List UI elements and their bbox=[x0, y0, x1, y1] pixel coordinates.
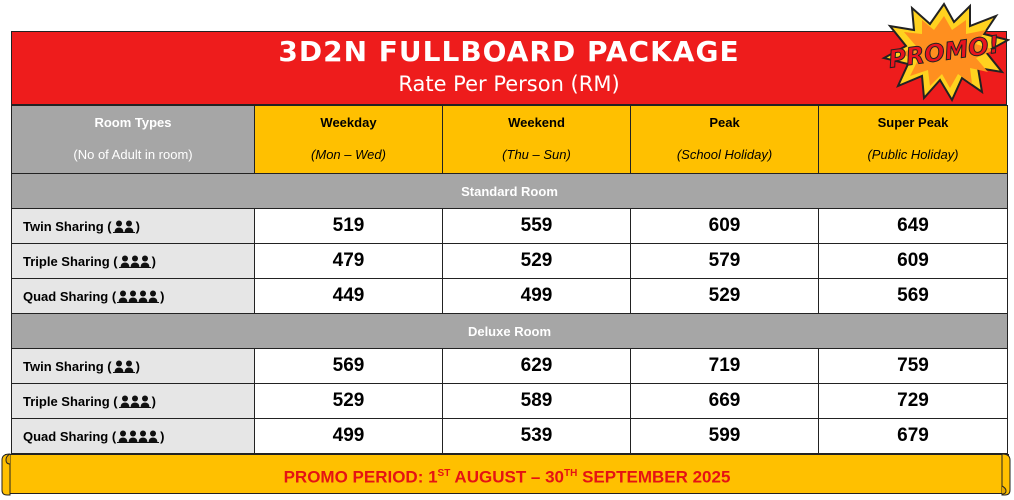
room-type-close: ) bbox=[135, 358, 140, 374]
rate-peak: 579 bbox=[630, 243, 819, 279]
room-type-label: Quad Sharing ( bbox=[23, 288, 117, 304]
rate-super-peak: 759 bbox=[818, 348, 1008, 384]
room-type-cell: Twin Sharing () bbox=[11, 348, 255, 384]
room-type-label: Twin Sharing ( bbox=[23, 218, 112, 234]
room-type-close: ) bbox=[151, 253, 156, 269]
room-type-label: Triple Sharing ( bbox=[23, 393, 118, 409]
rate-weekday: 499 bbox=[254, 418, 443, 454]
header-super-peak-title: Super Peak bbox=[877, 115, 949, 130]
rate-weekday: 529 bbox=[254, 383, 443, 419]
header-peak-sub: (School Holiday) bbox=[676, 147, 773, 162]
promo-period-suffix: SEPTEMBER 2025 bbox=[577, 467, 731, 487]
room-type-cell: Quad Sharing () bbox=[11, 418, 255, 454]
person-silhouette-icon bbox=[112, 220, 135, 233]
rate-weekend: 629 bbox=[442, 348, 631, 384]
table-row: Twin Sharing () 519 559 609 649 bbox=[11, 208, 1008, 244]
person-silhouette-icon bbox=[112, 360, 135, 373]
promo-burst-icon: PROMO! bbox=[881, 2, 1010, 103]
header-weekday-sub: (Mon – Wed) bbox=[311, 147, 386, 162]
section-title: Deluxe Room bbox=[11, 313, 1008, 349]
promo-period-sup-st: ST bbox=[437, 468, 451, 479]
room-type-close: ) bbox=[135, 218, 140, 234]
room-type-close: ) bbox=[151, 393, 156, 409]
room-type-close: ) bbox=[160, 428, 165, 444]
header-room-types-title: Room Types bbox=[94, 115, 172, 130]
rate-super-peak: 649 bbox=[818, 208, 1008, 244]
table-row: Triple Sharing () 479 529 579 609 bbox=[11, 243, 1008, 279]
rate-super-peak: 729 bbox=[818, 383, 1008, 419]
room-type-cell: Quad Sharing () bbox=[11, 278, 255, 314]
header-weekend-sub: (Thu – Sun) bbox=[502, 147, 571, 162]
rate-table: Room Types (No of Adult in room) Weekday… bbox=[11, 105, 1008, 454]
person-silhouette-icon bbox=[117, 430, 160, 443]
room-type-cell: Triple Sharing () bbox=[11, 383, 255, 419]
rate-weekday: 449 bbox=[254, 278, 443, 314]
rate-weekend: 559 bbox=[442, 208, 631, 244]
header-room-types: Room Types (No of Adult in room) bbox=[11, 105, 255, 174]
rate-peak: 599 bbox=[630, 418, 819, 454]
header-weekday: Weekday (Mon – Wed) bbox=[254, 105, 443, 174]
rate-subtitle: Rate Per Person (RM) bbox=[398, 72, 620, 96]
table-row: Quad Sharing () 449 499 529 569 bbox=[11, 278, 1008, 314]
promo-period-prefix: PROMO PERIOD: 1 bbox=[283, 467, 438, 487]
rate-weekday: 519 bbox=[254, 208, 443, 244]
promo-period-sup-th: TH bbox=[564, 468, 578, 479]
rate-weekend: 539 bbox=[442, 418, 631, 454]
package-title: 3D2N FULLBOARD PACKAGE bbox=[278, 35, 740, 68]
title-banner: 3D2N FULLBOARD PACKAGE Rate Per Person (… bbox=[11, 31, 1007, 105]
room-type-close: ) bbox=[160, 288, 165, 304]
promo-period-bar: PROMO PERIOD: 1ST AUGUST – 30TH SEPTEMBE… bbox=[5, 454, 1009, 494]
rate-peak: 719 bbox=[630, 348, 819, 384]
rate-super-peak: 609 bbox=[818, 243, 1008, 279]
rate-peak: 529 bbox=[630, 278, 819, 314]
table-row: Twin Sharing () 569 629 719 759 bbox=[11, 348, 1008, 384]
section-title: Standard Room bbox=[11, 173, 1008, 209]
header-peak: Peak (School Holiday) bbox=[630, 105, 819, 174]
room-type-label: Twin Sharing ( bbox=[23, 358, 112, 374]
room-type-label: Triple Sharing ( bbox=[23, 253, 118, 269]
table-row: Quad Sharing () 499 539 599 679 bbox=[11, 418, 1008, 454]
header-room-types-sub: (No of Adult in room) bbox=[73, 147, 193, 162]
scroll-curl-left-icon bbox=[1, 453, 11, 496]
rate-weekday: 479 bbox=[254, 243, 443, 279]
rate-peak: 669 bbox=[630, 383, 819, 419]
header-super-peak: Super Peak (Public Holiday) bbox=[818, 105, 1008, 174]
section-row: Standard Room bbox=[11, 173, 1008, 209]
table-row: Triple Sharing () 529 589 669 729 bbox=[11, 383, 1008, 419]
header-super-peak-sub: (Public Holiday) bbox=[867, 147, 959, 162]
room-type-cell: Twin Sharing () bbox=[11, 208, 255, 244]
scroll-curl-right-icon bbox=[1001, 453, 1011, 496]
person-silhouette-icon bbox=[117, 290, 160, 303]
rate-weekend: 529 bbox=[442, 243, 631, 279]
room-type-label: Quad Sharing ( bbox=[23, 428, 117, 444]
header-row: Room Types (No of Adult in room) Weekday… bbox=[11, 105, 1008, 174]
rate-weekend: 499 bbox=[442, 278, 631, 314]
rate-super-peak: 679 bbox=[818, 418, 1008, 454]
header-weekend-title: Weekend bbox=[508, 115, 565, 130]
rate-weekend: 589 bbox=[442, 383, 631, 419]
header-weekend: Weekend (Thu – Sun) bbox=[442, 105, 631, 174]
section-row: Deluxe Room bbox=[11, 313, 1008, 349]
person-silhouette-icon bbox=[118, 395, 151, 408]
header-weekday-title: Weekday bbox=[320, 115, 377, 130]
header-peak-title: Peak bbox=[709, 115, 740, 130]
rate-peak: 609 bbox=[630, 208, 819, 244]
rate-sheet: 3D2N FULLBOARD PACKAGE Rate Per Person (… bbox=[11, 31, 1008, 454]
person-silhouette-icon bbox=[118, 255, 151, 268]
rate-super-peak: 569 bbox=[818, 278, 1008, 314]
rate-weekday: 569 bbox=[254, 348, 443, 384]
room-type-cell: Triple Sharing () bbox=[11, 243, 255, 279]
promo-period-mid: AUGUST – 30 bbox=[450, 467, 565, 487]
